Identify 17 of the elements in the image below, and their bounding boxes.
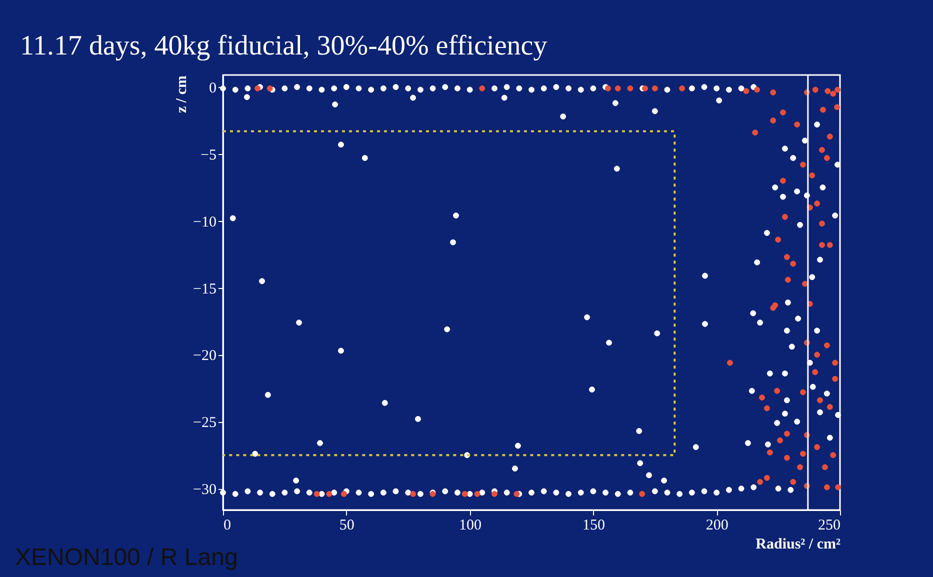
chart-title: 11.17 days, 40kg fiducial, 30%-40% efficiency <box>20 30 548 62</box>
x-tick-label: 100 <box>459 518 482 534</box>
y-tick-label: −20 <box>193 348 216 364</box>
x-tick-label: 150 <box>582 518 605 534</box>
y-tick-label: 0 <box>209 80 216 97</box>
y-tick-label: −15 <box>193 281 216 298</box>
y-axis-title: z / cm <box>174 75 190 113</box>
y-tick-label: −10 <box>193 214 216 230</box>
text: XENON100 / R Lang <box>15 544 238 571</box>
x-tick-label: 50 <box>339 518 354 534</box>
y-tick-label: −5 <box>200 147 216 164</box>
x-tick-label: 250 <box>818 518 840 534</box>
y-tick-label: −25 <box>193 415 216 432</box>
x-axis-title: Radius² / cm² <box>756 536 841 552</box>
x-tick-label: 0 <box>224 518 231 534</box>
x-tick-label: 200 <box>706 518 728 534</box>
y-tick-label: −30 <box>193 482 216 498</box>
